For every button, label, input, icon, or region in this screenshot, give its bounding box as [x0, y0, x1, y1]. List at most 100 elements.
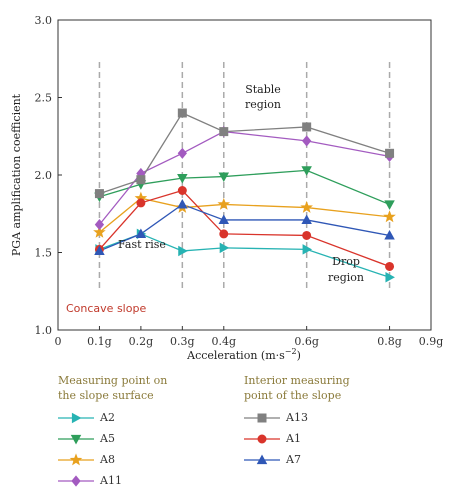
data-point-a7-1	[135, 228, 147, 238]
data-point-a13-2	[177, 108, 187, 118]
data-point-a13-0	[94, 189, 104, 199]
data-point-a2-2	[178, 245, 188, 257]
legend-label-a13: A13	[286, 411, 308, 424]
legend-surface-heading: Measuring point on the slope surface	[58, 373, 167, 403]
legend-swatch-marker	[71, 474, 81, 487]
legend-label-a2: A2	[100, 411, 115, 424]
annotation-stable-line1: Stable	[245, 83, 281, 96]
annotation-fast-rise: Fast rise	[118, 238, 166, 251]
series-line-a13	[99, 112, 390, 195]
data-point-a2-5	[385, 272, 395, 283]
data-point-a13-3	[219, 127, 229, 137]
y-tick-label: 2.0	[35, 169, 53, 182]
data-point-a13-1	[136, 175, 146, 185]
legend-swatch-a11	[58, 474, 94, 487]
chart-canvas: 0 0.1g 0.2g 0.3g 0.4g 0.6g 0.8g 0.9g 1.0 1.5 2.0 2.…	[10, 14, 444, 362]
legend-swatch-a2	[58, 412, 94, 423]
data-point-a7-4	[301, 214, 312, 225]
annotation-drop-line2: region	[328, 271, 364, 284]
legend-swatch-marker	[256, 454, 268, 464]
legend-surface-heading-line1: Measuring point on	[58, 374, 168, 387]
legend-item-a1: A1	[244, 428, 350, 449]
legend-interior-items: A13 A1 A7	[244, 407, 350, 470]
legend-item-a5: A5	[58, 428, 167, 449]
data-point-a11-4	[302, 135, 312, 147]
legend-interior-heading-line2: point of the slope	[244, 389, 342, 402]
x-tick-label: 0.1g	[87, 335, 112, 348]
series-line-a8	[99, 197, 390, 233]
legend-interior: Interior measuring point of the slope A1…	[244, 373, 350, 470]
x-tick-label: 0.8g	[377, 335, 402, 348]
y-axis-title: PGA amplification coefficient	[10, 93, 23, 256]
x-axis-title-tail: )	[297, 349, 301, 362]
data-point-a8-5	[383, 210, 396, 223]
x-tick-label: 0.2g	[129, 335, 154, 348]
legend-swatch-a1	[244, 434, 280, 443]
data-point-a5-5	[384, 200, 395, 210]
legend-surface-items: A2 A5 A8 A11	[58, 407, 167, 491]
data-point-a1-2	[177, 186, 187, 195]
legend-item-a7: A7	[244, 449, 350, 470]
legend-swatch-marker	[70, 434, 82, 444]
legend-swatch-a5	[58, 434, 94, 444]
legend-swatch-a13	[244, 413, 280, 422]
data-point-a2-3	[219, 242, 230, 254]
annotation-stable-line2: region	[245, 98, 281, 111]
legend-swatch-a7	[244, 454, 280, 464]
series-line-a7	[99, 203, 390, 252]
data-point-a7-0	[94, 245, 105, 256]
data-point-a13-4	[302, 122, 312, 132]
x-axis-title-main: Acceleration (m·s	[186, 349, 285, 362]
data-point-a8-4	[300, 200, 313, 213]
data-point-a5-4	[301, 166, 312, 176]
x-axis-title: Acceleration (m·s−2)	[186, 347, 301, 362]
data-point-a7-3	[218, 214, 230, 225]
x-tick-label: 0.6g	[294, 335, 319, 348]
y-tick-label: 3.0	[35, 14, 53, 27]
data-point-a13-5	[385, 148, 395, 158]
legend-label-a11: A11	[100, 474, 122, 487]
legend-swatch-marker	[71, 412, 82, 423]
data-point-a11-0	[94, 219, 105, 231]
legend-item-a13: A13	[244, 407, 350, 428]
x-tick-label: 0.9g	[419, 335, 444, 348]
legend-label-a8: A8	[100, 453, 115, 466]
data-point-a2-4	[302, 244, 313, 255]
legend-label-a7: A7	[286, 453, 301, 466]
legend-label-a1: A1	[286, 432, 301, 445]
annotation-drop-line1: Drop	[332, 255, 360, 268]
annotation-concave-slope: Concave slope	[66, 302, 146, 315]
data-point-a7-2	[177, 199, 188, 209]
data-point-a5-2	[177, 174, 188, 184]
y-tick-label: 2.5	[35, 92, 53, 105]
legend-interior-heading: Interior measuring point of the slope	[244, 373, 350, 403]
legend-swatch-marker	[257, 413, 267, 422]
legend-item-a11: A11	[58, 470, 167, 491]
y-tick-label: 1.0	[35, 324, 53, 337]
legend-item-a2: A2	[58, 407, 167, 428]
data-point-a1-4	[302, 230, 312, 240]
data-point-a1-1	[136, 198, 146, 208]
data-point-a1-3	[219, 229, 229, 239]
x-tick-label: 0	[55, 335, 62, 348]
data-point-a7-5	[384, 230, 395, 240]
data-point-a1-5	[385, 261, 395, 271]
series-lines	[98, 112, 390, 278]
axis-ticks: 0 0.1g 0.2g 0.3g 0.4g 0.6g 0.8g 0.9g 1.0 1.5 2.0 2.…	[35, 14, 444, 348]
legend-label-a5: A5	[100, 432, 115, 445]
series-markers	[93, 108, 396, 283]
legend-interior-heading-line1: Interior measuring	[244, 374, 350, 387]
data-point-a8-0	[93, 225, 106, 238]
legend-surface: Measuring point on the slope surface A2 A…	[58, 373, 167, 491]
legend-swatch-marker	[257, 434, 267, 443]
data-point-a5-3	[218, 172, 230, 182]
legend-item-a8: A8	[58, 449, 167, 470]
data-point-a8-3	[217, 197, 231, 210]
legend-swatch-marker	[69, 452, 83, 465]
legend-surface-heading-line2: the slope surface	[58, 389, 154, 402]
x-tick-label: 0.3g	[170, 335, 195, 348]
data-point-a11-2	[177, 147, 187, 159]
legend-swatch-a8	[58, 452, 94, 465]
x-tick-label: 0.4g	[212, 335, 237, 348]
x-axis-title-sup: −2	[285, 347, 297, 356]
